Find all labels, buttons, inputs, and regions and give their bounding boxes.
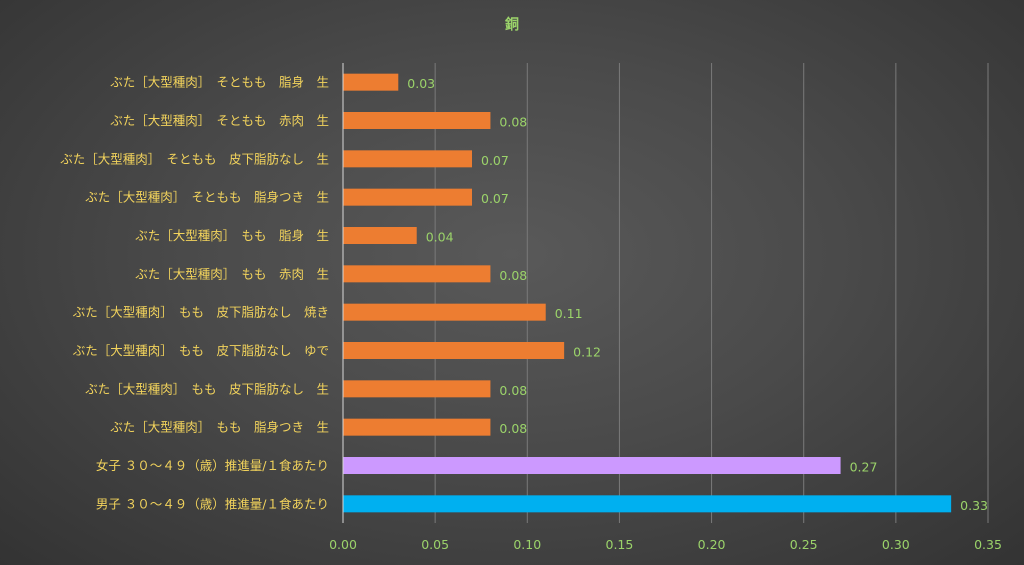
- bar: [343, 457, 841, 474]
- data-label: 0.03: [407, 76, 435, 91]
- data-label: 0.08: [499, 421, 527, 436]
- bar: [343, 188, 472, 206]
- x-tick-label: 0.25: [790, 537, 818, 552]
- category-label: ぶた［大型種肉］ もも 脂身 生: [135, 228, 329, 243]
- bar: [343, 342, 565, 359]
- x-tick-label: 0.10: [513, 537, 541, 552]
- category-label: ぶた［大型種肉］ もも 皮下脂肪なし ゆで: [73, 343, 329, 358]
- bar: [343, 150, 472, 168]
- bar: [343, 112, 491, 129]
- bar: [343, 495, 952, 513]
- x-tick-label: 0.35: [974, 537, 1002, 552]
- category-label: ぶた［大型種肉］ そともも 赤肉 生: [110, 113, 329, 128]
- data-label: 0.08: [499, 115, 527, 130]
- category-label: ぶた［大型種肉］ もも 赤肉 生: [135, 266, 329, 281]
- bar: [343, 73, 399, 91]
- data-label: 0.11: [555, 306, 583, 321]
- data-label: 0.27: [850, 460, 878, 475]
- category-label: 女子 ３０～４９（歳）推進量/１食あたり: [96, 458, 329, 473]
- data-label: 0.04: [426, 230, 454, 245]
- bar: [343, 418, 491, 436]
- x-tick-label: 0.20: [698, 537, 726, 552]
- data-label: 0.08: [499, 383, 527, 398]
- bar: [343, 227, 417, 244]
- category-label: 男子 ３０～４９（歳）推進量/１食あたり: [96, 496, 329, 511]
- category-label: ぶた［大型種肉］ そともも 皮下脂肪なし 生: [60, 151, 329, 166]
- x-tick-label: 0.30: [882, 537, 910, 552]
- category-label: ぶた［大型種肉］ もも 脂身つき 生: [110, 420, 329, 435]
- bar: [343, 380, 491, 398]
- data-label: 0.08: [499, 268, 527, 283]
- data-label: 0.07: [481, 153, 509, 168]
- bar: [343, 265, 491, 283]
- x-tick-label: 0.05: [421, 537, 449, 552]
- category-label: ぶた［大型種肉］ そともも 脂身つき 生: [85, 190, 329, 205]
- x-tick-label: 0.15: [606, 537, 634, 552]
- data-label: 0.07: [481, 191, 509, 206]
- chart-title: 銅: [505, 17, 519, 33]
- category-label: ぶた［大型種肉］ もも 皮下脂肪なし 生: [85, 381, 329, 396]
- x-tick-label: 0.00: [329, 537, 357, 552]
- data-label: 0.33: [960, 498, 988, 513]
- category-label: ぶた［大型種肉］ もも 皮下脂肪なし 焼き: [73, 305, 329, 320]
- data-label: 0.12: [573, 345, 601, 360]
- bar: [343, 303, 546, 321]
- category-label: ぶた［大型種肉］ そともも 脂身 生: [110, 75, 329, 90]
